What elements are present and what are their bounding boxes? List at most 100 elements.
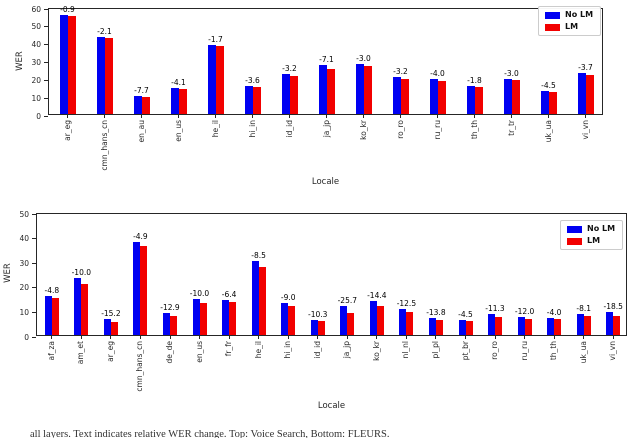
x-tick-mark [104, 115, 105, 118]
legend-entry-no-lm: No LM [545, 11, 593, 19]
bar-no-lm [576, 314, 584, 335]
bar-annotation: -6.4 [221, 290, 237, 300]
bar-annotation: -4.9 [133, 231, 148, 241]
bottom-chart-plot-area: 0 10 20 30 40 50 -4.8 af_za -10.0 am_et -15.2 ar_eg… [19, 210, 627, 392]
bar-lm [289, 75, 298, 114]
x-tick-label: cmn_hans_cn [135, 341, 145, 392]
y-tick-mark [44, 79, 48, 81]
bar-no-lm [340, 305, 348, 335]
x-tick-mark [178, 115, 179, 118]
y-tick-mark [44, 8, 48, 10]
x-tick-mark [524, 336, 526, 339]
y-tick-label: 20 [19, 283, 29, 293]
bar-annotation: -4.8 [44, 285, 60, 295]
x-tick-label: en_us [194, 341, 204, 363]
bar-no-lm [192, 299, 200, 335]
top-chart-plot-area: 0 10 20 30 40 50 60 -0.9 ar_eg -2.1 cmn_hans_cn -7.… [31, 5, 603, 171]
x-tick-label: pt_br [460, 341, 470, 361]
bar-no-lm [281, 74, 290, 114]
bar-no-lm [488, 314, 495, 335]
x-tick-label: he_il [210, 120, 220, 138]
x-tick-mark [405, 336, 407, 339]
bar-lm [583, 315, 591, 335]
x-tick-label: id_id [312, 341, 322, 359]
bar-annotation: -10.0 [71, 268, 91, 278]
y-tick-mark [44, 62, 48, 63]
bar-lm [347, 313, 355, 335]
y-tick-label: 0 [36, 111, 41, 121]
bar-lm [51, 297, 59, 335]
x-tick-mark [612, 336, 614, 339]
x-tick-label: en_us [173, 120, 183, 142]
bar-no-lm [540, 90, 549, 114]
bar-no-lm [355, 64, 364, 114]
legend-label-no-lm: No LM [565, 10, 594, 19]
bar-annotation: -9.0 [280, 293, 296, 302]
bar-annotation: -13.8 [426, 307, 446, 317]
y-tick-label: 40 [31, 40, 41, 50]
x-tick-mark [400, 115, 401, 118]
bar-lm [104, 38, 113, 114]
bar-no-lm [369, 300, 377, 335]
bar-lm [326, 68, 335, 114]
bar-lm [495, 316, 502, 335]
y-tick-label: 30 [31, 58, 41, 67]
x-tick-label: ja_jp [342, 341, 352, 359]
x-tick-label: ro_ro [395, 120, 405, 139]
no-lm-color-swatch [567, 225, 582, 233]
y-tick-label: 50 [19, 209, 29, 219]
y-tick-mark [44, 115, 48, 117]
bar-no-lm [133, 95, 142, 114]
x-tick-mark [141, 115, 142, 118]
x-tick-label: am_et [76, 341, 86, 365]
x-tick-label: th_th [549, 341, 559, 361]
bar-no-lm [429, 79, 438, 114]
bar-annotation: -7.7 [134, 85, 149, 95]
x-tick-mark [169, 336, 171, 339]
y-tick-label: 0 [24, 332, 29, 342]
y-tick-label: 50 [31, 22, 41, 32]
x-tick-mark [51, 336, 53, 339]
x-tick-label: ar_eg [105, 341, 115, 362]
bar-no-lm [517, 316, 525, 335]
bar-lm [110, 321, 118, 335]
bar-lm [554, 318, 562, 335]
bar-no-lm [466, 86, 475, 114]
bar-lm [548, 91, 557, 114]
y-tick-mark [32, 238, 36, 240]
bar-lm [511, 80, 520, 114]
bar-lm [258, 267, 266, 335]
bar-no-lm [577, 73, 586, 114]
bar-lm [170, 315, 177, 335]
bar-annotation: -4.5 [541, 80, 556, 90]
x-tick-label: ru_ru [432, 120, 442, 140]
x-tick-mark [80, 336, 82, 339]
x-tick-label: nl_nl [401, 341, 411, 359]
x-tick-label: af_za [46, 341, 56, 361]
y-tick-mark [32, 262, 36, 264]
top-chart-legend: No LM LM [538, 6, 602, 36]
bar-annotation: -0.9 [60, 5, 75, 15]
bar-no-lm [74, 278, 82, 335]
bar-no-lm [207, 45, 216, 114]
bar-lm [406, 312, 414, 335]
bar-lm [437, 80, 446, 114]
x-tick-mark [258, 336, 260, 339]
legend-entry-no-lm: No LM [567, 225, 615, 233]
bar-annotation: -8.5 [251, 251, 266, 261]
bar-no-lm [458, 320, 466, 335]
x-tick-label: hi_in [247, 120, 257, 138]
bar-no-lm [251, 261, 259, 335]
x-tick-mark [139, 336, 141, 339]
bar-annotation: -3.2 [393, 67, 408, 77]
bar-annotation: -8.1 [576, 304, 591, 314]
bar-annotation: -1.7 [208, 35, 223, 45]
x-tick-label: he_il [253, 341, 263, 359]
bar-annotation: -3.2 [282, 64, 297, 74]
y-tick-mark [44, 97, 48, 99]
x-tick-mark [465, 336, 466, 339]
x-tick-mark [289, 115, 290, 118]
legend-entry-lm: LM [545, 23, 593, 31]
x-tick-label: ja_jp [321, 120, 331, 138]
